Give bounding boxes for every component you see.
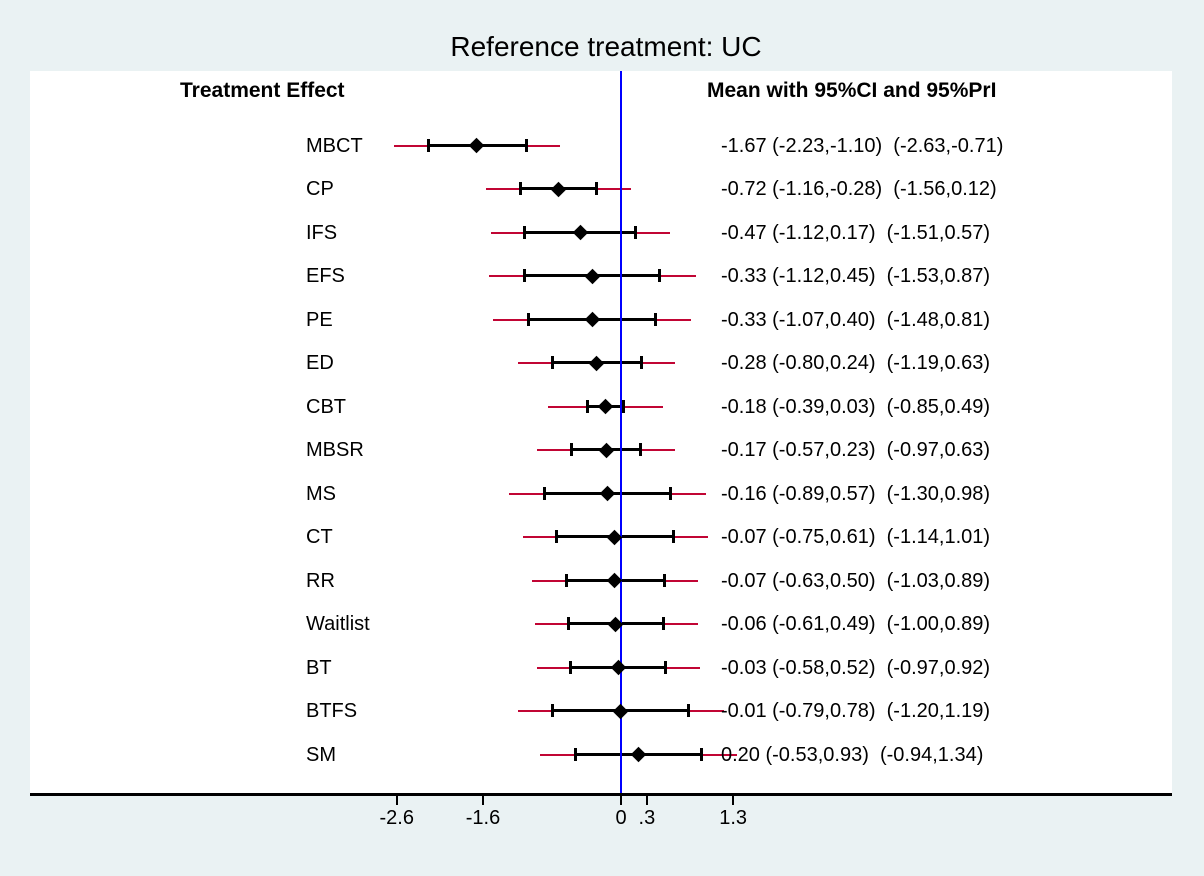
ci-cap-low bbox=[542, 486, 546, 500]
estimate-text: -0.03 (-0.58,0.52) (-0.97,0.92) bbox=[721, 656, 991, 679]
treatment-label: MBCT bbox=[306, 134, 363, 157]
estimate-text: -0.33 (-1.07,0.40) (-1.48,0.81) bbox=[721, 308, 991, 331]
estimate-text: -0.18 (-0.39,0.03) (-0.85,0.49) bbox=[721, 395, 991, 418]
ci-cap-high bbox=[661, 617, 665, 630]
x-tick bbox=[395, 796, 398, 805]
x-tick bbox=[620, 796, 622, 805]
estimate-text: -0.07 (-0.75,0.61) (-1.14,1.01) bbox=[721, 526, 991, 548]
mean-diamond bbox=[584, 311, 601, 328]
reference-line bbox=[620, 71, 622, 793]
plot-area: Treatment Effect Mean with 95%CI and 95%… bbox=[30, 71, 1172, 796]
x-tick bbox=[482, 796, 484, 805]
mean-diamond bbox=[630, 746, 647, 763]
ci-cap-low bbox=[550, 356, 554, 369]
treatment-label: Waitlist bbox=[306, 613, 370, 635]
mean-diamond bbox=[572, 224, 589, 241]
treatment-label: MBSR bbox=[306, 439, 364, 461]
ci-cap-high bbox=[664, 660, 668, 674]
ci-cap-high bbox=[668, 486, 672, 500]
estimate-text: -0.16 (-0.89,0.57) (-1.30,0.98) bbox=[721, 482, 991, 505]
ci-cap-low bbox=[585, 399, 589, 413]
x-tick-label: -1.6 bbox=[465, 807, 501, 829]
x-tick bbox=[732, 796, 735, 805]
ci-cap-low bbox=[573, 747, 577, 761]
treatment-label: BT bbox=[306, 656, 332, 679]
ci-cap-low bbox=[551, 704, 555, 717]
estimate-text: -0.01 (-0.79,0.78) (-1.20,1.19) bbox=[721, 700, 991, 722]
estimate-text: -0.06 (-0.61,0.49) (-1.00,0.89) bbox=[721, 613, 991, 635]
treatment-label: CP bbox=[306, 178, 334, 200]
ci-cap-high bbox=[634, 225, 638, 239]
ci-cap-high bbox=[662, 573, 666, 587]
mean-diamond bbox=[599, 485, 615, 502]
treatment-label: IFS bbox=[306, 221, 338, 244]
figure-title: Reference treatment: UC bbox=[450, 31, 762, 62]
column-header-treatment-effect: Treatment Effect bbox=[180, 79, 345, 102]
x-tick-label: -2.6 bbox=[379, 807, 414, 829]
x-tick-label: 1.3 bbox=[719, 807, 748, 829]
estimate-text: -0.17 (-0.57,0.23) (-0.97,0.63) bbox=[721, 439, 991, 461]
mean-diamond bbox=[610, 659, 627, 676]
treatment-label: RR bbox=[306, 569, 335, 592]
ci-cap-low bbox=[565, 573, 569, 587]
estimate-text: -0.33 (-1.12,0.45) (-1.53,0.87) bbox=[721, 265, 991, 287]
treatment-label: SM bbox=[306, 743, 336, 766]
ci-cap-low bbox=[569, 660, 573, 674]
ci-cap-high bbox=[654, 312, 657, 326]
estimate-text: -0.47 (-1.12,0.17) (-1.51,0.57) bbox=[721, 221, 991, 244]
mean-diamond bbox=[598, 442, 615, 458]
ci-cap-low bbox=[554, 530, 558, 543]
ci-cap-high bbox=[672, 530, 676, 543]
ci-cap-high bbox=[622, 399, 626, 413]
mean-diamond bbox=[551, 181, 567, 197]
mean-diamond bbox=[584, 268, 601, 284]
estimate-text: -0.72 (-1.16,-0.28) (-1.56,0.12) bbox=[721, 178, 997, 200]
x-tick-label: 0 bbox=[615, 807, 627, 829]
estimate-text: -1.67 (-2.23,-1.10) (-2.63,-0.71) bbox=[721, 134, 1004, 157]
estimate-text: -0.28 (-0.80,0.24) (-1.19,0.63) bbox=[721, 352, 991, 374]
ci-cap-low bbox=[522, 269, 526, 282]
treatment-label: BTFS bbox=[306, 700, 358, 722]
ci-cap-high bbox=[639, 443, 643, 456]
ci-cap-low bbox=[566, 617, 570, 630]
x-tick bbox=[645, 796, 648, 805]
estimate-text: 0.20 (-0.53,0.93) (-0.94,1.34) bbox=[721, 743, 984, 766]
mean-diamond bbox=[589, 355, 605, 371]
ci-cap-low bbox=[519, 182, 523, 195]
ci-cap-high bbox=[640, 356, 644, 369]
treatment-label: CBT bbox=[306, 395, 346, 418]
treatment-label: EFS bbox=[306, 265, 345, 287]
x-axis: -2.6 -1.6 0 .3 1.3 bbox=[30, 796, 1172, 856]
ci-cap-low bbox=[427, 138, 431, 152]
x-tick-label: .3 bbox=[638, 807, 656, 829]
ci-cap-low bbox=[522, 225, 526, 239]
ci-cap-low bbox=[527, 312, 531, 326]
ci-cap-high bbox=[595, 182, 599, 195]
mean-diamond bbox=[597, 398, 614, 415]
column-header-mean-ci-pri: Mean with 95%CI and 95%PrI bbox=[707, 79, 997, 102]
estimate-text: -0.07 (-0.63,0.50) (-1.03,0.89) bbox=[721, 569, 991, 592]
ci-cap-high bbox=[658, 269, 662, 282]
ci-cap-high bbox=[699, 747, 703, 761]
mean-diamond bbox=[612, 703, 628, 719]
ci-cap-low bbox=[570, 443, 574, 456]
treatment-label: MS bbox=[306, 482, 336, 505]
ci-cap-high bbox=[686, 704, 690, 717]
ci-cap-high bbox=[524, 138, 528, 152]
treatment-label: PE bbox=[306, 308, 333, 331]
treatment-label: ED bbox=[306, 352, 334, 374]
mean-diamond bbox=[469, 137, 485, 154]
treatment-label: CT bbox=[306, 526, 333, 548]
